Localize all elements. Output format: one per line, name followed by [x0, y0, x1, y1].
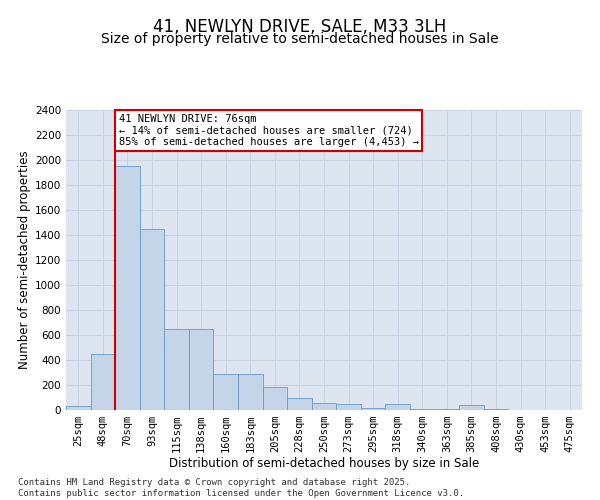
Bar — [189, 329, 214, 410]
X-axis label: Distribution of semi-detached houses by size in Sale: Distribution of semi-detached houses by … — [169, 456, 479, 469]
Bar — [66, 406, 91, 410]
Bar — [214, 374, 238, 410]
Bar — [263, 387, 287, 410]
Text: 41 NEWLYN DRIVE: 76sqm
← 14% of semi-detached houses are smaller (724)
85% of se: 41 NEWLYN DRIVE: 76sqm ← 14% of semi-det… — [119, 114, 419, 147]
Text: Size of property relative to semi-detached houses in Sale: Size of property relative to semi-detach… — [101, 32, 499, 46]
Bar — [238, 374, 263, 410]
Y-axis label: Number of semi-detached properties: Number of semi-detached properties — [18, 150, 31, 370]
Bar — [164, 329, 189, 410]
Bar — [91, 354, 115, 410]
Bar — [312, 402, 336, 410]
Bar — [385, 404, 410, 410]
Text: 41, NEWLYN DRIVE, SALE, M33 3LH: 41, NEWLYN DRIVE, SALE, M33 3LH — [154, 18, 446, 36]
Bar — [287, 398, 312, 410]
Bar — [459, 405, 484, 410]
Bar — [140, 229, 164, 410]
Bar — [336, 404, 361, 410]
Bar — [410, 409, 434, 410]
Bar — [361, 408, 385, 410]
Bar — [115, 166, 140, 410]
Text: Contains HM Land Registry data © Crown copyright and database right 2025.
Contai: Contains HM Land Registry data © Crown c… — [18, 478, 464, 498]
